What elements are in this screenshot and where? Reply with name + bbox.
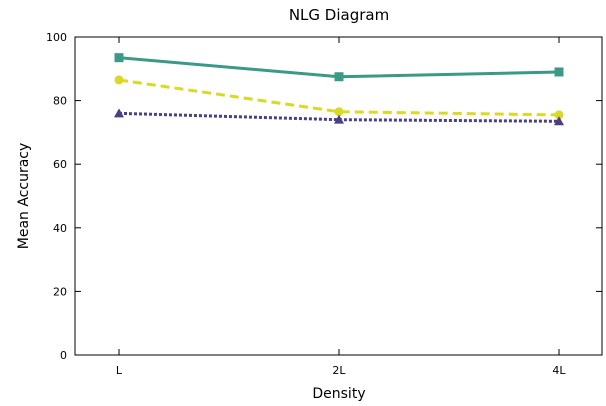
- y-tick-label: 40: [53, 222, 67, 235]
- y-axis: 0 20 40 60 80 100: [46, 31, 602, 362]
- y-tick-label: 60: [53, 158, 67, 171]
- x-tick-label: L: [116, 364, 123, 377]
- x-tick-label: 4L: [552, 364, 566, 377]
- data-point-square: [554, 67, 564, 77]
- y-tick-label: 0: [60, 349, 67, 362]
- chart-title: NLG Diagram: [289, 6, 389, 24]
- data-point-triangle: [334, 114, 344, 124]
- series-line: [118, 78, 560, 117]
- data-point-circle: [554, 110, 564, 120]
- y-tick-label: 80: [53, 95, 67, 108]
- data-point-triangle: [114, 108, 124, 118]
- data-point-circle: [334, 107, 344, 117]
- x-axis-label: Density: [312, 386, 365, 402]
- y-tick-label: 100: [46, 31, 67, 44]
- data-point-triangle: [554, 116, 564, 126]
- series-3: [114, 108, 564, 126]
- x-tick-label: 2L: [332, 364, 346, 377]
- y-tick-label: 20: [53, 285, 67, 298]
- series-layer: [114, 53, 564, 126]
- y-axis-label: Mean Accuracy: [16, 143, 32, 250]
- series-1: [114, 53, 564, 82]
- series-2: [114, 75, 564, 120]
- data-point-circle: [114, 75, 124, 85]
- data-point-square: [334, 72, 344, 82]
- data-point-square: [114, 53, 124, 63]
- x-axis: L 2L 4L: [116, 37, 566, 377]
